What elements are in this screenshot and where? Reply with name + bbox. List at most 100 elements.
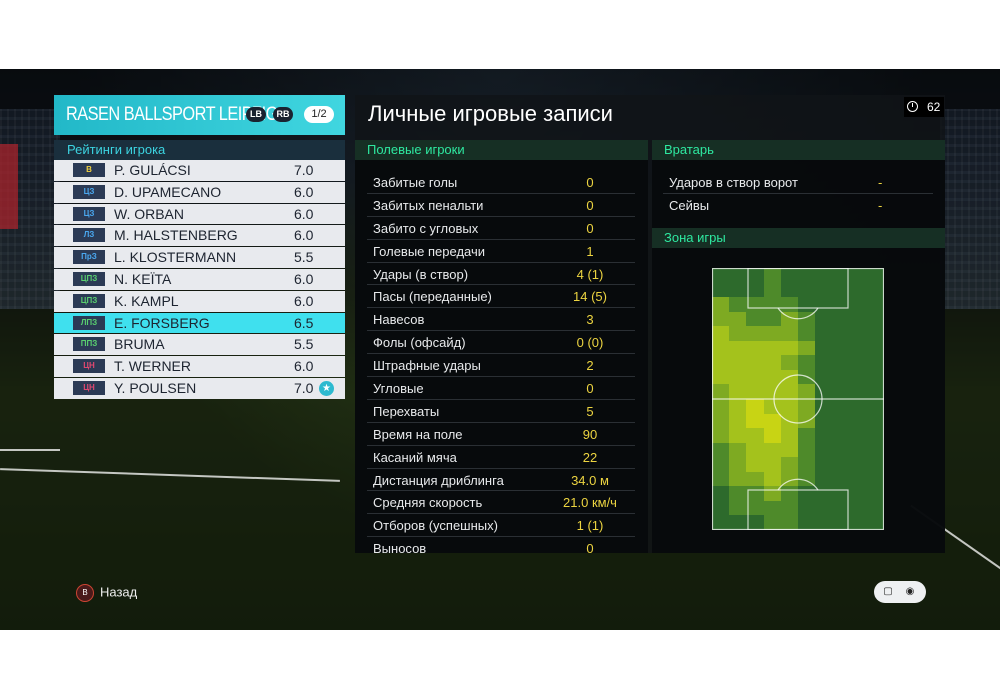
player-row[interactable]: ЦН Y. POULSEN 7.0 ★ bbox=[54, 377, 345, 399]
heatmap-cell bbox=[780, 384, 799, 400]
heatmap-cell bbox=[712, 486, 730, 502]
stat-value: 5 bbox=[586, 403, 594, 419]
stat-value: 0 (0) bbox=[576, 335, 604, 351]
b-button-icon: B bbox=[76, 584, 94, 602]
heatmap-cell bbox=[746, 355, 765, 371]
player-row[interactable]: ЦН T. WERNER 6.0 bbox=[54, 356, 345, 377]
rs-icon[interactable]: ◉ bbox=[905, 586, 915, 597]
pitch-line bbox=[0, 468, 340, 482]
heatmap-cell bbox=[815, 311, 833, 327]
back-button[interactable]: B Назад bbox=[76, 584, 137, 602]
heatmap-cell bbox=[832, 500, 851, 516]
heatmap-cell bbox=[866, 326, 884, 342]
heatmap-cell bbox=[763, 428, 782, 444]
player-name: L. KLOSTERMANN bbox=[114, 249, 237, 266]
heatmap-cell bbox=[798, 500, 816, 516]
position-badge: В bbox=[73, 163, 105, 177]
team-header: RASEN BALLSPORT LEIPZIG LB RB 1/2 bbox=[54, 95, 345, 135]
footer-controls[interactable]: ▢ ◉ bbox=[874, 581, 926, 603]
heatmap-cell bbox=[832, 399, 851, 415]
heatmap-cell bbox=[712, 442, 730, 458]
heatmap-cell bbox=[866, 486, 884, 502]
heatmap-cell bbox=[815, 471, 833, 487]
heatmap-cell bbox=[832, 268, 851, 284]
heatmap-cell bbox=[849, 413, 868, 429]
stat-label: Забито с угловых bbox=[373, 220, 479, 236]
heatmap-cell bbox=[798, 282, 816, 298]
heatmap-cell bbox=[729, 442, 747, 458]
stat-row: Выносов 0 bbox=[367, 538, 635, 559]
heatmap-cell bbox=[712, 268, 730, 284]
player-row[interactable]: ПрЗ L. KLOSTERMANN 5.5 bbox=[54, 247, 345, 268]
heatmap-cell bbox=[712, 326, 730, 342]
player-rating: 5.5 bbox=[294, 249, 314, 266]
player-row[interactable]: ЛЗ M. HALSTENBERG 6.0 bbox=[54, 225, 345, 247]
chat-icon[interactable]: ▢ bbox=[883, 586, 893, 597]
heatmap-cell bbox=[849, 515, 868, 530]
heatmap-cell bbox=[832, 442, 851, 458]
player-row[interactable]: ППЗ BRUMA 5.5 bbox=[54, 334, 345, 356]
heatmap-cell bbox=[815, 413, 833, 429]
player-row[interactable]: В P. GULÁCSI 7.0 bbox=[54, 160, 345, 181]
player-rating: 6.0 bbox=[294, 292, 314, 309]
player-row[interactable]: ЛПЗ E. FORSBERG 6.5 bbox=[54, 312, 345, 334]
heatmap-cell bbox=[746, 268, 765, 284]
heatmap-cell bbox=[780, 369, 799, 385]
player-row[interactable]: ЦЗ W. ORBAN 6.0 bbox=[54, 203, 345, 225]
lb-button-icon[interactable]: LB bbox=[246, 107, 266, 122]
heatmap-cell bbox=[866, 457, 884, 473]
stat-label: Забитые голы bbox=[373, 175, 458, 190]
heatmap-cell bbox=[815, 500, 833, 516]
heatmap-cell bbox=[866, 282, 884, 298]
heatmap-cell bbox=[763, 282, 782, 298]
stat-value: 0 bbox=[586, 381, 594, 397]
heatmap-cell bbox=[780, 442, 799, 458]
stat-row: Забитых пенальти 0 bbox=[367, 195, 635, 217]
heatmap-cell bbox=[729, 413, 747, 429]
heatmap-cell bbox=[712, 311, 730, 327]
heatmap-cell bbox=[746, 442, 765, 458]
heatmap-cell bbox=[798, 326, 816, 342]
heatmap-cell bbox=[729, 471, 747, 487]
heatmap-cell bbox=[832, 471, 851, 487]
heatmap-cell bbox=[729, 515, 747, 530]
team-name: RASEN BALLSPORT LEIPZIG bbox=[66, 104, 278, 125]
heatmap-cell bbox=[712, 471, 730, 487]
rb-button-icon[interactable]: RB bbox=[273, 107, 293, 122]
heatmap-cell bbox=[712, 500, 730, 516]
heatmap-cell bbox=[780, 355, 799, 371]
heatmap-cell bbox=[832, 311, 851, 327]
player-row[interactable]: ЦЗ D. UPAMECANO 6.0 bbox=[54, 181, 345, 203]
stat-label: Выносов bbox=[373, 541, 427, 557]
player-row[interactable]: ЦПЗ K. KAMPL 6.0 bbox=[54, 290, 345, 312]
position-badge: ЦН bbox=[73, 359, 105, 374]
heatmap-cell bbox=[746, 311, 765, 327]
stat-value: 4 (1) bbox=[576, 266, 604, 282]
heatmap-cell bbox=[815, 282, 833, 298]
heatmap-cell bbox=[849, 486, 868, 502]
stat-value: 14 (5) bbox=[573, 289, 607, 305]
field-stats-list: Забитые голы 0 Забитых пенальти 0 Забито с у… bbox=[367, 172, 635, 560]
heatmap-cell bbox=[832, 369, 851, 385]
heatmap-cell bbox=[832, 515, 851, 530]
heatmap-cell bbox=[780, 340, 799, 356]
heatmap-cell bbox=[798, 355, 816, 371]
heatmap-cell bbox=[849, 471, 868, 487]
player-row[interactable]: ЦПЗ N. KEÏTA 6.0 bbox=[54, 268, 345, 290]
heatmap-cell bbox=[832, 384, 851, 400]
stat-row: Отборов (успешных) 1 (1) bbox=[367, 515, 635, 538]
heatmap-cell bbox=[798, 457, 816, 473]
stat-value: 0 bbox=[586, 175, 594, 190]
heatmap-cell bbox=[712, 340, 730, 356]
heatmap-cell bbox=[866, 369, 884, 385]
heatmap-cell bbox=[866, 399, 884, 415]
heatmap-cell bbox=[866, 355, 884, 371]
position-badge: ЦПЗ bbox=[73, 293, 105, 308]
heatmap-cell bbox=[849, 340, 868, 356]
stat-value: 22 bbox=[582, 449, 598, 465]
stat-label: Касаний мяча bbox=[373, 449, 457, 465]
stat-label: Угловые bbox=[373, 381, 424, 397]
heatmap-cell bbox=[815, 515, 833, 530]
heatmap-cell bbox=[780, 282, 799, 298]
player-name: T. WERNER bbox=[114, 358, 191, 375]
